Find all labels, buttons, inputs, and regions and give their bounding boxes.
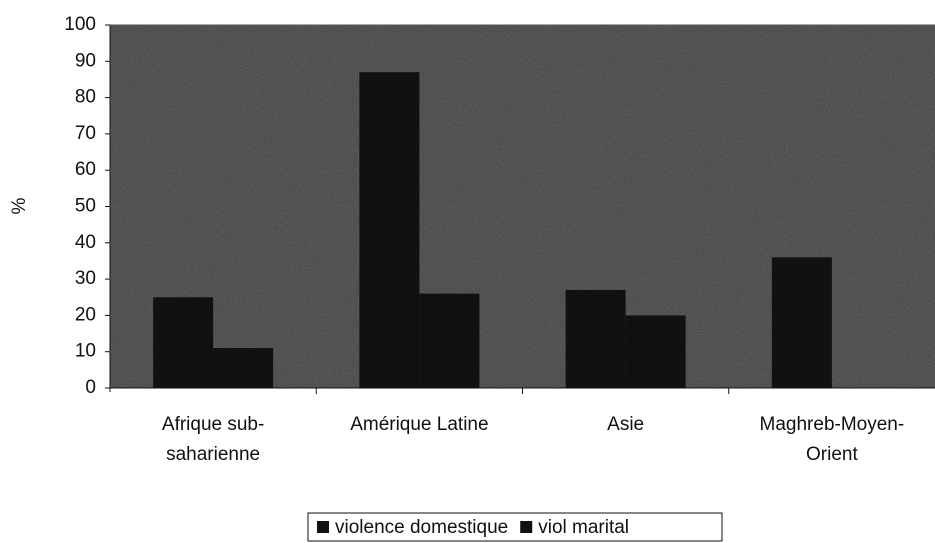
x-tick-label: Maghreb-Moyen- Orient — [759, 414, 905, 465]
legend-swatch — [520, 521, 533, 533]
y-tick-label: 20 — [75, 304, 96, 325]
x-tick-label: Amérique Latine — [350, 414, 489, 435]
bar — [625, 315, 686, 388]
y-tick-label: 50 — [75, 196, 96, 217]
y-tick-label: 30 — [75, 268, 96, 289]
bar — [771, 257, 832, 388]
bar — [213, 348, 274, 388]
y-tick-label: 90 — [75, 50, 96, 71]
x-tick-label: Afrique sub- saharienne — [161, 414, 265, 465]
legend-label: violence domestique — [335, 517, 508, 538]
y-tick-label: 40 — [75, 232, 96, 253]
y-tick-label: 70 — [75, 123, 96, 144]
legend-swatch — [317, 521, 329, 533]
legend-label: viol marital — [538, 517, 629, 538]
y-tick-label: 100 — [64, 14, 96, 35]
legend — [307, 512, 723, 542]
y-tick-label: 60 — [75, 159, 96, 180]
y-tick-label: 80 — [75, 87, 96, 108]
x-tick-label: Asie — [607, 414, 645, 435]
y-axis-label: % — [9, 197, 30, 214]
bar — [359, 72, 420, 388]
bar — [419, 293, 480, 388]
bar — [153, 297, 214, 388]
y-tick-label: 10 — [75, 341, 96, 362]
bar — [565, 289, 626, 388]
y-tick-label: 0 — [85, 377, 96, 398]
